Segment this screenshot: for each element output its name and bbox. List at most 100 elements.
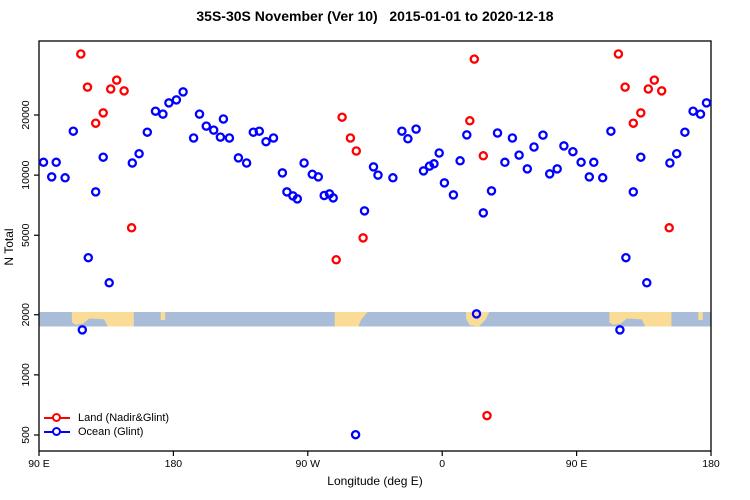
map-strip-land-new-zealand-east-copy (698, 312, 703, 320)
plot-border (38, 40, 712, 452)
data-point (529, 142, 539, 152)
data-point (656, 86, 667, 96)
data-point (514, 150, 524, 160)
data-point (368, 162, 379, 172)
data-point (111, 75, 122, 85)
data-point (500, 157, 510, 168)
data-point (544, 169, 555, 179)
data-point (615, 325, 625, 335)
legend-marker-icon (44, 427, 70, 437)
data-point (469, 54, 480, 64)
y-axis-label: N Total (2, 228, 16, 266)
data-point (345, 133, 356, 143)
data-point (636, 108, 646, 118)
data-point (434, 148, 444, 158)
data-point (636, 152, 646, 162)
data-point (701, 98, 712, 108)
x-tick-label: 90 E (566, 458, 588, 470)
data-point (649, 75, 660, 85)
data-point (201, 121, 212, 131)
data-point (462, 130, 472, 140)
data-point (313, 172, 324, 182)
data-point (254, 126, 265, 136)
data-point (584, 172, 595, 182)
x-axis-label: Longitude (deg E) (327, 474, 423, 488)
data-point (104, 278, 114, 288)
y-tick-label: 500 (20, 426, 32, 444)
data-point (664, 223, 674, 233)
data-point (218, 114, 229, 124)
data-point (492, 128, 503, 138)
data-point (620, 82, 630, 92)
data-point (486, 186, 497, 196)
data-point (171, 95, 182, 105)
data-point (373, 170, 383, 180)
chart-title: 35S-30S November (Ver 10) 2015-01-01 to … (196, 8, 554, 24)
data-point (98, 152, 108, 162)
data-point (90, 118, 101, 128)
data-point (268, 133, 279, 143)
data-point (194, 109, 205, 119)
map-strip-ocean (39, 312, 711, 327)
data-point (77, 325, 88, 335)
data-point (233, 153, 244, 163)
data-point (665, 158, 675, 168)
x-tick-label: 90 E (28, 458, 50, 470)
y-tick-label: 2000 (20, 303, 32, 327)
data-point (680, 127, 690, 137)
data-point (119, 86, 129, 96)
data-point (277, 168, 288, 178)
map-strip-land-australia-west-copy (71, 312, 134, 327)
data-point (292, 194, 303, 204)
data-point (388, 173, 398, 183)
series-ocean (38, 87, 712, 440)
data-point (38, 157, 49, 168)
data-point (455, 156, 465, 166)
data-point (628, 187, 639, 197)
map-strip-land-southern-africa (466, 312, 490, 327)
data-point (319, 190, 329, 201)
data-point (215, 132, 226, 142)
data-point (261, 136, 271, 147)
data-point (224, 133, 235, 143)
data-point (188, 133, 199, 143)
data-point (568, 146, 578, 157)
data-point (507, 133, 518, 143)
data-point (478, 151, 489, 161)
data-point (671, 148, 682, 159)
data-point (643, 84, 654, 94)
data-point (358, 233, 368, 243)
data-point (482, 410, 492, 421)
legend-label: Ocean (Glint) (78, 426, 144, 438)
y-tick-label: 1000 (20, 363, 32, 387)
data-point (403, 134, 413, 144)
data-point (695, 109, 706, 119)
data-point (51, 157, 61, 168)
data-point (621, 252, 631, 263)
data-point (98, 108, 108, 118)
data-point (606, 126, 616, 136)
data-point (359, 206, 370, 216)
data-point (337, 112, 347, 122)
data-point (589, 157, 599, 168)
data-point (90, 187, 101, 197)
data-point (418, 166, 429, 176)
map-strip-land-australia-east-copy (609, 312, 672, 327)
data-point (331, 255, 341, 265)
map-strip-land-south-america (334, 312, 368, 327)
data-point (68, 126, 79, 136)
data-point (642, 278, 652, 288)
data-point (552, 164, 562, 174)
data-point (126, 223, 137, 233)
data-point (241, 158, 252, 168)
data-point (83, 252, 94, 263)
data-point (299, 158, 309, 168)
data-point (448, 190, 459, 200)
data-point (576, 157, 586, 168)
data-point (397, 126, 407, 136)
data-point (134, 148, 144, 159)
data-point (178, 87, 188, 97)
data-point (328, 193, 338, 203)
legend-marker-icon (44, 413, 70, 423)
